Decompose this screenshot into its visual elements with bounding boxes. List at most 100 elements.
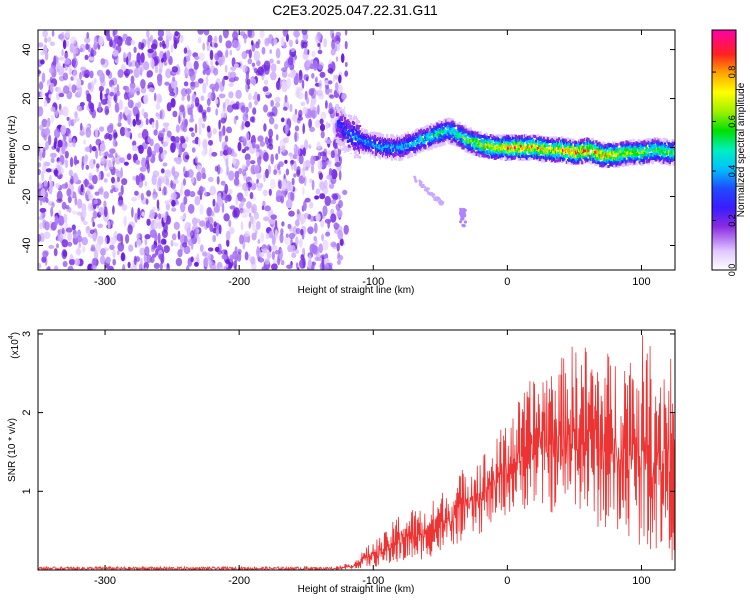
noise-speckle: [78, 242, 82, 248]
ridge-cell: [358, 129, 362, 133]
noise-speckle: [47, 265, 51, 270]
noise-speckle: [109, 148, 116, 155]
noise-speckle: [165, 68, 172, 79]
ridge-cell: [514, 141, 518, 145]
noise-speckle: [310, 215, 314, 222]
noise-speckle: [94, 191, 100, 196]
noise-speckle: [39, 207, 47, 213]
noise-speckle: [309, 178, 313, 184]
ridge-cell: [474, 132, 477, 136]
noise-speckle: [256, 172, 262, 179]
noise-speckle: [67, 241, 73, 247]
noise-speckle: [132, 140, 137, 147]
noise-speckle: [124, 39, 128, 45]
ridge-cell: [414, 153, 417, 157]
noise-speckle: [163, 222, 168, 233]
noise-speckle: [190, 256, 194, 263]
ridge-cell: [373, 141, 377, 145]
ridge-cell: [407, 148, 410, 152]
noise-speckle: [213, 67, 219, 76]
noise-speckle: [284, 159, 288, 164]
noise-speckle: [275, 189, 283, 200]
ridge-cell: [585, 154, 588, 158]
ridge-cell: [507, 138, 511, 142]
noise-speckle: [202, 251, 208, 257]
noise-speckle: [45, 168, 53, 173]
noise-speckle: [68, 64, 72, 75]
noise-speckle: [163, 187, 167, 193]
ridge-cell: [547, 146, 551, 150]
ridge-cell: [424, 136, 427, 139]
ridge-cell: [377, 149, 380, 153]
noise-speckle: [235, 196, 239, 206]
noise-speckle: [194, 123, 198, 134]
ridge-cell: [438, 139, 441, 143]
ridge-cell: [517, 150, 521, 154]
noise-speckle: [199, 203, 204, 215]
noise-speckle: [84, 178, 88, 188]
ridge-cell: [575, 141, 578, 145]
ridge-cell: [560, 143, 563, 146]
noise-speckle: [84, 54, 89, 61]
ridge-cell: [440, 138, 443, 142]
noise-speckle: [304, 160, 311, 169]
noise-speckle: [173, 242, 179, 247]
ridge-cell: [558, 154, 561, 158]
noise-speckle: [70, 175, 74, 185]
ridge-cell: [584, 152, 587, 156]
noise-speckle: [217, 250, 223, 255]
noise-speckle: [97, 223, 104, 229]
ridge-cell: [395, 149, 398, 153]
ridge-cell: [478, 139, 481, 143]
noise-speckle: [152, 194, 157, 201]
ridge-cell: [535, 156, 539, 160]
noise-speckle: [95, 163, 100, 169]
ridge-cell: [347, 144, 351, 148]
ridge-cell: [642, 149, 645, 153]
noise-speckle: [183, 196, 188, 205]
ridge-cell: [521, 141, 525, 145]
ridge-cell: [524, 133, 528, 137]
ridge-cell: [374, 152, 378, 156]
noise-speckle: [40, 59, 45, 65]
ridge-cell: [508, 137, 512, 140]
noise-speckle: [229, 226, 235, 235]
ridge-cell: [344, 136, 348, 140]
ridge-cell: [512, 148, 516, 152]
noise-speckle: [248, 221, 251, 229]
ridge-cell: [556, 159, 559, 163]
ridge-cell: [521, 151, 525, 155]
noise-speckle: [191, 132, 195, 138]
noise-speckle: [261, 205, 265, 210]
ridge-cell: [539, 149, 543, 153]
noise-speckle: [313, 235, 317, 242]
noise-speckle: [319, 118, 324, 125]
noise-speckle: [39, 222, 43, 230]
noise-speckle: [288, 39, 293, 48]
ridge-cell: [439, 134, 442, 138]
ridge-cell: [616, 143, 619, 147]
noise-speckle: [334, 156, 340, 164]
noise-speckle: [51, 114, 54, 124]
ridge-cell: [458, 131, 461, 134]
ridge-cell: [442, 127, 445, 130]
noise-speckle: [232, 157, 237, 165]
noise-speckle: [330, 169, 338, 180]
noise-speckle: [202, 42, 206, 51]
noise-speckle: [72, 59, 76, 66]
noise-speckle: [224, 183, 229, 194]
ridge-cell: [617, 160, 620, 164]
ridge-cell: [448, 117, 451, 121]
noise-speckle: [213, 206, 220, 213]
ridge-cell: [629, 142, 632, 146]
noise-speckle: [41, 256, 47, 263]
noise-speckle: [209, 49, 214, 61]
ridge-cell: [638, 149, 641, 152]
ridge-cell: [594, 150, 597, 154]
noise-speckle: [191, 147, 196, 153]
ridge-cell: [645, 156, 648, 160]
ridge-cell: [488, 150, 491, 153]
ridge-cell: [408, 150, 411, 154]
noise-speckle: [153, 129, 158, 136]
noise-speckle: [76, 104, 80, 111]
